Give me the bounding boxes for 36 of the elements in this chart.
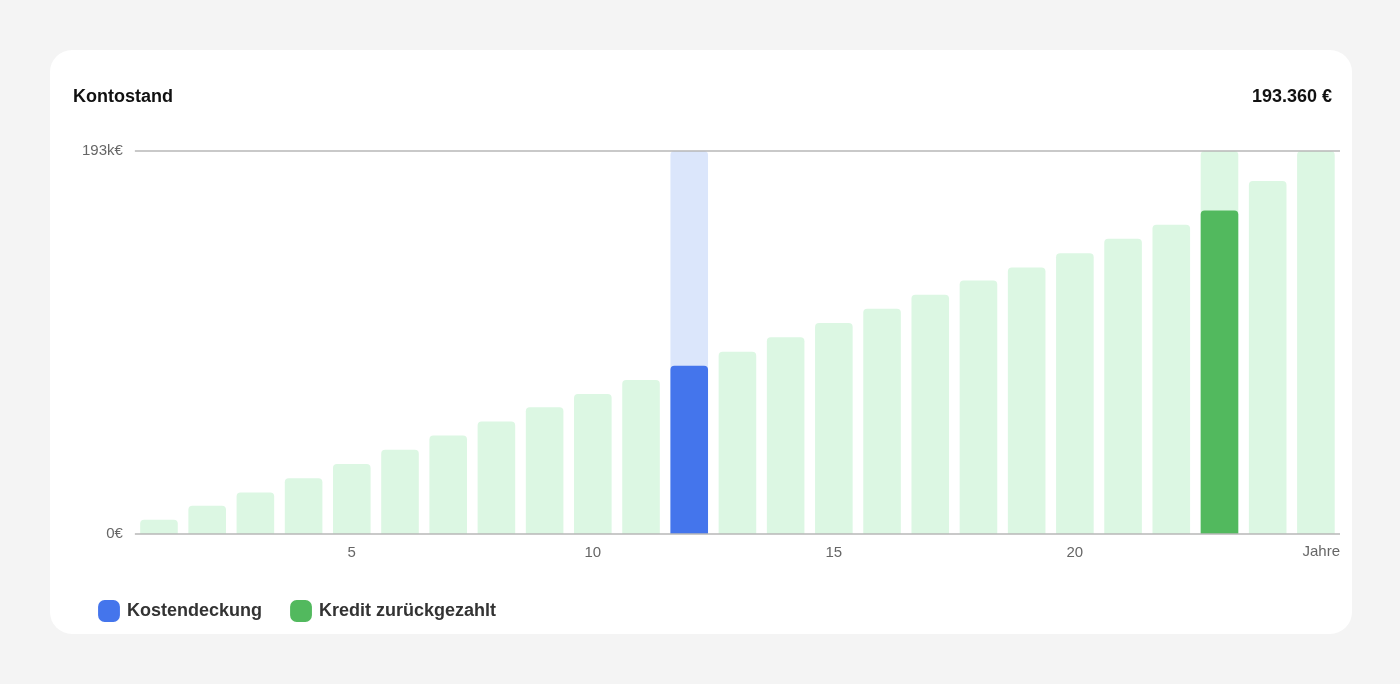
bar	[863, 308, 901, 534]
bar	[1152, 224, 1191, 534]
bar	[622, 379, 660, 534]
bar	[236, 492, 275, 534]
bar	[381, 449, 419, 534]
bar	[1104, 238, 1142, 534]
legend-label: Kredit zurückgezahlt	[319, 599, 497, 620]
x-tick-label: 10	[584, 543, 602, 561]
x-axis-title: Jahre	[1302, 541, 1340, 559]
bar	[1248, 181, 1287, 534]
bar	[525, 407, 564, 534]
chart-subtitle: 193.360 €	[1251, 86, 1332, 107]
bar	[332, 464, 371, 534]
chart-title: Kontostand	[73, 86, 173, 107]
x-tick-label: 15	[825, 543, 843, 561]
x-tick-label: 5	[347, 543, 356, 561]
bar	[959, 280, 998, 534]
bar	[1056, 253, 1094, 534]
y-tick-label: 0€	[106, 524, 124, 542]
bar	[188, 505, 226, 534]
bar	[670, 365, 709, 534]
bar	[815, 323, 853, 534]
bar	[574, 393, 612, 534]
bar	[718, 351, 757, 534]
bar	[429, 435, 467, 534]
bar	[140, 519, 178, 534]
bar	[284, 478, 323, 534]
legend-label: Kostendeckung	[127, 599, 263, 620]
y-tick-label: 193k€	[81, 141, 124, 159]
bar	[1297, 151, 1335, 534]
x-tick-label: 20	[1066, 543, 1084, 561]
bar	[766, 337, 805, 534]
bar	[1007, 267, 1046, 534]
bar	[477, 421, 516, 534]
bar	[1200, 210, 1239, 534]
bar	[911, 294, 950, 534]
